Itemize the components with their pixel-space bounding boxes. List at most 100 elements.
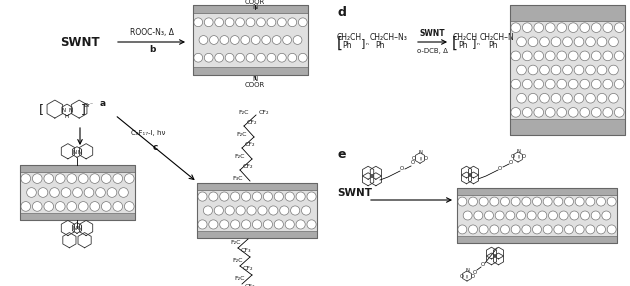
Circle shape [575, 197, 584, 206]
Circle shape [614, 51, 624, 61]
Circle shape [246, 53, 255, 62]
Circle shape [603, 23, 612, 33]
Circle shape [258, 206, 267, 215]
Text: F₂C: F₂C [232, 257, 243, 263]
Circle shape [231, 36, 239, 44]
Text: SWNT: SWNT [60, 35, 100, 49]
Text: COOR: COOR [245, 82, 265, 88]
Text: Ph: Ph [458, 41, 467, 51]
Text: F₂C: F₂C [239, 110, 249, 114]
Text: SWNT: SWNT [419, 29, 445, 37]
Text: N: N [77, 150, 82, 155]
Circle shape [597, 94, 607, 103]
Circle shape [107, 188, 117, 197]
Circle shape [591, 211, 600, 220]
Circle shape [296, 220, 305, 229]
Bar [197, 183, 317, 238]
Text: ROOC-N₃, Δ: ROOC-N₃, Δ [130, 29, 174, 37]
Circle shape [522, 225, 531, 234]
Circle shape [609, 94, 618, 103]
Circle shape [580, 79, 590, 89]
Circle shape [534, 23, 544, 33]
Circle shape [194, 53, 203, 62]
Circle shape [511, 23, 520, 33]
Text: N: N [418, 150, 422, 155]
Circle shape [597, 37, 607, 47]
Text: O: O [412, 156, 416, 160]
Text: ]: ] [472, 38, 476, 48]
Circle shape [84, 188, 94, 197]
Circle shape [199, 36, 208, 44]
Circle shape [299, 18, 307, 27]
Circle shape [288, 18, 297, 27]
Circle shape [522, 51, 532, 61]
Circle shape [124, 174, 134, 183]
Circle shape [204, 18, 213, 27]
Text: H: H [65, 114, 69, 119]
Circle shape [538, 211, 547, 220]
Circle shape [288, 53, 297, 62]
Text: CF₂: CF₂ [243, 164, 253, 170]
Bar [197, 190, 317, 231]
Bar [20, 165, 135, 220]
Circle shape [543, 197, 552, 206]
Circle shape [277, 18, 286, 27]
Text: b: b [149, 45, 155, 55]
Circle shape [225, 53, 234, 62]
Circle shape [225, 206, 234, 215]
Text: a: a [100, 98, 106, 108]
Text: ]: ] [361, 38, 365, 48]
Circle shape [614, 79, 624, 89]
Circle shape [554, 225, 563, 234]
Circle shape [554, 197, 563, 206]
Circle shape [549, 211, 558, 220]
Circle shape [194, 18, 203, 27]
Text: CH₂CH: CH₂CH [337, 33, 362, 43]
Text: O: O [424, 156, 428, 160]
Circle shape [124, 202, 134, 211]
Circle shape [274, 192, 284, 201]
Text: CF₃: CF₃ [241, 249, 251, 253]
Circle shape [210, 36, 219, 44]
Circle shape [90, 174, 100, 183]
Circle shape [479, 225, 488, 234]
Circle shape [469, 225, 478, 234]
Circle shape [580, 108, 590, 117]
Text: O: O [510, 154, 515, 160]
Circle shape [574, 65, 584, 75]
Circle shape [118, 188, 129, 197]
Text: CF₂: CF₂ [243, 267, 253, 271]
Circle shape [220, 36, 229, 44]
Circle shape [557, 51, 566, 61]
Circle shape [564, 197, 573, 206]
Text: ]: ] [81, 104, 86, 116]
Circle shape [215, 53, 224, 62]
Circle shape [225, 18, 234, 27]
Text: ₙ: ₙ [366, 40, 369, 46]
Text: N: N [516, 150, 520, 154]
Circle shape [277, 53, 286, 62]
Circle shape [597, 65, 607, 75]
Circle shape [285, 220, 294, 229]
Circle shape [96, 188, 105, 197]
Circle shape [495, 211, 504, 220]
Circle shape [500, 225, 510, 234]
Circle shape [506, 211, 515, 220]
Circle shape [214, 206, 224, 215]
Text: ₙ: ₙ [477, 40, 480, 46]
Bar [197, 231, 317, 238]
Circle shape [551, 65, 561, 75]
Circle shape [522, 23, 532, 33]
Text: N: N [72, 150, 76, 155]
Circle shape [592, 108, 601, 117]
Text: d: d [337, 5, 346, 19]
Circle shape [557, 23, 566, 33]
Circle shape [607, 197, 616, 206]
Circle shape [231, 220, 240, 229]
Circle shape [32, 174, 42, 183]
Circle shape [603, 51, 612, 61]
Circle shape [26, 188, 37, 197]
Circle shape [570, 211, 579, 220]
Text: N: N [69, 108, 72, 113]
Circle shape [527, 211, 536, 220]
